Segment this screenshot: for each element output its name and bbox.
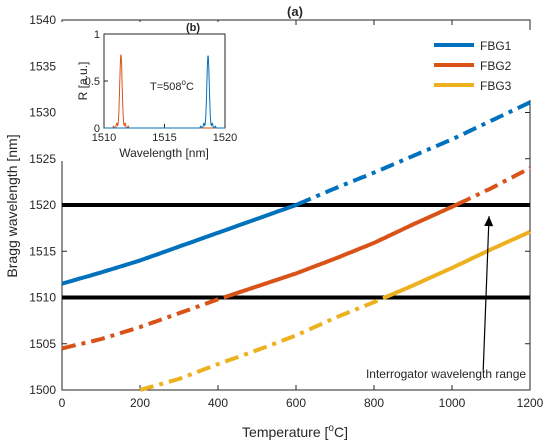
inset-plot: 1510 1515 1520 0 0.5 1	[58, 22, 239, 161]
inset-x-axis-label: Wavelength [nm]	[119, 146, 209, 160]
legend-label-fbg3: FBG3	[480, 79, 512, 93]
y-tick-label: 1530	[29, 106, 56, 120]
inset-frame	[103, 33, 226, 129]
inset-x-tick-label: 1515	[152, 132, 176, 144]
x-tick-label: 1000	[439, 396, 466, 410]
x-tick-label: 400	[208, 396, 228, 410]
series-line-fbg2-solid	[223, 202, 459, 300]
y-tick-label: 1505	[29, 337, 56, 351]
inset-temperature-annotation: T=508oC	[150, 78, 194, 93]
annotation-arrow-head	[484, 216, 494, 227]
series-line-fbg1-dashdot	[297, 100, 531, 207]
legend-label-fbg2: FBG2	[480, 59, 512, 73]
inset-y-tick-label: 1	[94, 29, 100, 41]
y-tick-label: 1525	[29, 152, 56, 166]
x-axis-label: Temperature [oC]	[242, 423, 348, 440]
annotation-arrow-line	[482, 216, 490, 371]
inset-spectrum-peak-2	[104, 55, 225, 129]
main-plot: 0 200 400 600 800 1000 1200 1500 1505 1510 1515 152…	[29, 13, 543, 410]
series-line-fbg2-dashdot	[61, 295, 225, 351]
x-tick-label: 200	[130, 396, 150, 410]
inset-x-tick-label: 1510	[92, 132, 116, 144]
x-tick-label: 0	[59, 396, 66, 410]
x-tick-label: 600	[286, 396, 306, 410]
y-tick-label: 1535	[29, 59, 56, 73]
annotation-interrogator-range: Interrogator wavelength range	[366, 367, 526, 381]
y-tick-label: 1540	[29, 13, 56, 27]
x-tick-label: 1200	[517, 396, 544, 410]
legend-label-fbg1: FBG1	[480, 39, 512, 53]
inset-x-tick-label: 1520	[213, 132, 237, 144]
series-line-fbg2-dashdot	[456, 166, 531, 206]
y-tick-label: 1510	[29, 291, 56, 305]
y-tick-label: 1520	[29, 198, 56, 212]
legend: FBG1 FBG2 FBG3	[428, 30, 532, 100]
series-line-fbg1-solid	[61, 202, 299, 286]
x-tick-label: 800	[364, 396, 384, 410]
chart-title: (a)	[287, 4, 303, 19]
y-axis-label: Bragg wavelength [nm]	[4, 134, 20, 277]
inset-y-tick-label: 0	[94, 123, 100, 135]
y-tick-label: 1500	[29, 383, 56, 397]
series-line-fbg3-solid	[384, 229, 531, 299]
y-tick-label: 1515	[29, 244, 56, 258]
inset-title: (b)	[186, 22, 200, 34]
inset-y-axis-label: R [a.u.]	[76, 62, 90, 101]
series-line-fbg3-dashdot	[139, 295, 387, 392]
inset-y-tick-label: 0.5	[85, 76, 100, 88]
